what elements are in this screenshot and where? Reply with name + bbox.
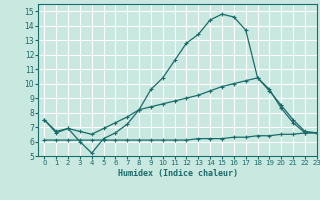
X-axis label: Humidex (Indice chaleur): Humidex (Indice chaleur) <box>118 169 238 178</box>
